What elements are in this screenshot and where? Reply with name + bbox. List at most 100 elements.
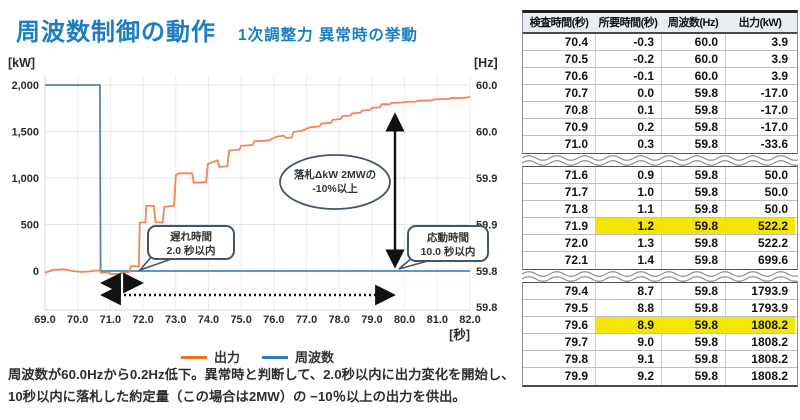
table-row: 70.9 0.2 59.8 -17.0: [523, 119, 797, 136]
table-cell: 59.8: [661, 102, 725, 118]
table-cell: 50.0: [725, 201, 795, 217]
delay-callout-line2: 2.0 秒以内: [166, 244, 215, 257]
x-axis-tick-label: 79.0: [361, 314, 382, 326]
table-cell: 0.9: [595, 167, 661, 183]
table-header-cell: 周波数(Hz): [667, 17, 719, 29]
x-axis-tick-label: 82.0: [459, 314, 480, 326]
delay-callout-line1: 遅れ時間: [170, 230, 212, 243]
measurement-table: 検査時間(秒) 所要時間(秒) 周波数(Hz) 出力(kW) 70.4 -0.3 60.0 3…: [522, 10, 798, 387]
table-cell: 72.1: [564, 253, 588, 267]
table-cell: 0.1: [595, 102, 661, 118]
output-line-swatch-icon: [180, 355, 207, 359]
chart-description: 周波数が60.0Hzから0.2Hz低下。異常時と判断して、2.0秒以内に出力変化…: [8, 364, 520, 407]
response-callout-line2: 10.0 秒以内: [421, 245, 476, 258]
table-cell: 522.2: [725, 235, 795, 251]
table-header-row: 検査時間(秒) 所要時間(秒) 周波数(Hz) 出力(kW): [522, 10, 798, 34]
table-row: 71.8 1.1 59.8 50.0: [523, 201, 797, 218]
y-left-tick-label: 0: [33, 266, 39, 278]
table-cell: 79.7: [564, 335, 588, 349]
page-title: 周波数制御の動作: [16, 19, 216, 46]
table-cell: 8.7: [595, 283, 661, 299]
x-axis-tick-label: 71.0: [100, 314, 121, 326]
table-cell: 70.9: [564, 120, 588, 134]
table-cell: 1808.2: [725, 317, 795, 333]
y-right-unit-label: [Hz]: [474, 56, 498, 70]
table-cell: 59.8: [661, 184, 725, 200]
page-subtitle: 1次調整力 異常時の挙動: [238, 27, 418, 44]
table-row-highlighted: 71.9 1.2 59.8 522.2: [523, 218, 797, 235]
table-cell: 50.0: [725, 184, 795, 200]
table-row: 70.6 -0.1 60.0 3.9: [523, 68, 797, 85]
table-cell: 0.3: [595, 136, 661, 153]
table-row: 70.8 0.1 59.8 -17.0: [523, 102, 797, 119]
table-cell: -0.2: [595, 51, 661, 67]
x-axis-tick-label: 72.0: [132, 314, 153, 326]
table-row: 71.6 0.9 59.8 50.0: [523, 167, 797, 184]
chart-svg: 69.0 70.0 71.0 72.0 73.0 74.0 75.0 76.0 77.0 78.0…: [8, 56, 498, 342]
table-cell: 59.8: [661, 218, 725, 234]
table-cell: -0.1: [595, 68, 661, 84]
table-cell: 70.7: [564, 86, 588, 100]
table-cell: 1808.2: [725, 368, 795, 385]
description-line1: 周波数が60.0Hzから0.2Hz低下。異常時と判断して、2.0秒以内に出力変化…: [8, 367, 515, 382]
table-break-wave: [522, 154, 798, 166]
y-left-unit-label: [kW]: [8, 56, 35, 70]
description-line2: 10秒以内に落札した約定量（この場合は2MW）の −10％以上の出力を供出。: [8, 388, 466, 404]
table-cell: 59.8: [661, 201, 725, 217]
table-cell: 1793.9: [725, 283, 795, 299]
table-cell: 71.7: [564, 185, 588, 199]
table-cell: 79.9: [564, 369, 588, 383]
table-cell: 9.0: [595, 334, 661, 350]
frequency-control-chart: 69.0 70.0 71.0 72.0 73.0 74.0 75.0 76.0 77.0 78.0…: [0, 50, 515, 350]
table-cell: 1808.2: [725, 351, 795, 367]
table-row: 71.7 1.0 59.8 50.0: [523, 184, 797, 201]
table-cell: 1.2: [595, 218, 661, 234]
table-cell: 70.8: [564, 103, 588, 117]
table-cell: -17.0: [725, 102, 795, 118]
y-right-tick-label: 59.8: [476, 266, 497, 278]
output-line: [44, 96, 471, 276]
table-cell: 60.0: [661, 51, 725, 67]
table-cell: 59.8: [661, 85, 725, 101]
table-cell: 3.9: [725, 34, 795, 50]
chart-grid: [44, 75, 471, 311]
table-cell: 59.8: [661, 351, 725, 367]
x-axis-tick-label: 74.0: [198, 314, 219, 326]
y-right-tick-label: 60.0: [476, 80, 497, 92]
ellipse-annotation-line2: -10%以上: [312, 182, 358, 195]
table-row: 70.7 0.0 59.8 -17.0: [523, 85, 797, 102]
table-cell: 79.5: [564, 301, 588, 315]
table-cell: 59.8: [661, 167, 725, 183]
table-row-highlighted: 79.6 8.9 59.8 1808.2: [523, 317, 797, 334]
table-cell: 59.8: [661, 136, 725, 153]
table-row: 79.5 8.8 59.8 1793.9: [523, 300, 797, 317]
table-cell: 9.1: [595, 351, 661, 367]
frequency-line: [45, 84, 470, 272]
table-row: 70.4 -0.3 60.0 3.9: [523, 34, 797, 51]
frequency-line-swatch-icon: [262, 355, 288, 359]
table-row: 79.9 9.2 59.8 1808.2: [523, 368, 797, 385]
table-cell: 1808.2: [725, 334, 795, 350]
table-cell: 71.9: [564, 219, 588, 233]
table-cell: -0.3: [595, 34, 661, 50]
table-section: 70.4 -0.3 60.0 3.9 70.5 -0.2 60.0 3.9 70.6 -0.1 60…: [522, 34, 798, 154]
bid-kw-ellipse-annotation: 落札ΔkW 2MWの -10%以上: [279, 154, 391, 210]
table-cell: 59.8: [661, 300, 725, 316]
table-cell: 1793.9: [725, 300, 795, 316]
table-cell: 9.2: [595, 368, 661, 385]
table-row: 72.0 1.3 59.8 522.2: [523, 235, 797, 252]
chart-axis-tick-labels: 69.0 70.0 71.0 72.0 73.0 74.0 75.0 76.0 77.0 78.0…: [11, 80, 497, 326]
table-cell: 60.0: [661, 68, 725, 84]
table-cell: 71.0: [564, 137, 588, 151]
table-cell: 1.0: [595, 184, 661, 200]
y-right-tick-label: 59.8: [476, 302, 497, 314]
table-header-cell: 検査時間(秒): [529, 17, 589, 29]
table-row: 70.5 -0.2 60.0 3.9: [523, 51, 797, 68]
x-axis-tick-label: 80.0: [394, 314, 415, 326]
legend-label-frequency: 周波数: [295, 350, 335, 365]
table-cell: 3.9: [725, 51, 795, 67]
table-cell: 59.8: [661, 235, 725, 251]
table-cell: -17.0: [725, 119, 795, 135]
x-axis-tick-label: 75.0: [230, 314, 251, 326]
table-cell: 72.0: [564, 236, 588, 250]
